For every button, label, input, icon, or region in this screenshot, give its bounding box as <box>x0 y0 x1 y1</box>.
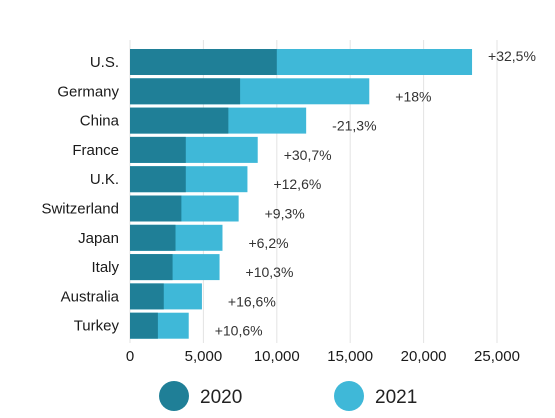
x-tick-label: 0 <box>126 348 134 365</box>
x-tick-label: 20,000 <box>401 348 447 365</box>
change-label: +32,5% <box>488 48 536 64</box>
category-label: U.S. <box>90 54 119 71</box>
change-labels: +32,5% +18% -21,3%+30,7% +12,6% +9,3% +6,2% +1… <box>215 48 536 339</box>
category-label: China <box>80 113 120 130</box>
category-label: Switzerland <box>41 201 119 218</box>
category-label: Germany <box>57 83 119 100</box>
x-tick-label: 15,000 <box>327 348 373 365</box>
bar-2020 <box>130 166 186 193</box>
bar-2020 <box>130 195 182 222</box>
x-tick-label: 25,000 <box>474 348 520 365</box>
change-label: +10,3% <box>246 264 294 280</box>
bar-2020 <box>130 49 277 75</box>
legend-label: 2021 <box>375 387 417 408</box>
bar-2020 <box>130 107 229 134</box>
category-label: U.K. <box>90 171 119 188</box>
x-axis-ticks: 0 5,000 10,000 15,000 20,000 25,000 <box>126 348 520 365</box>
legend: 2020 2021 <box>159 381 417 411</box>
legend-swatch <box>159 381 189 411</box>
change-label: +18% <box>395 88 431 104</box>
bar-2020 <box>130 283 164 310</box>
bar-2020 <box>130 312 158 339</box>
change-label: +10,6% <box>215 323 263 339</box>
change-label: +6,2% <box>248 235 288 251</box>
category-label: Turkey <box>74 318 120 335</box>
category-label: Japan <box>78 230 119 247</box>
bar-2020 <box>130 224 176 251</box>
legend-label: 2020 <box>200 387 242 408</box>
change-label: +16,6% <box>228 293 276 309</box>
x-tick-label: 10,000 <box>254 348 300 365</box>
category-label: France <box>72 142 119 159</box>
legend-swatch <box>334 381 364 411</box>
change-label: +30,7% <box>284 147 332 163</box>
bar-2020 <box>130 254 173 281</box>
category-label: Italy <box>91 259 119 276</box>
change-label: +12,6% <box>273 176 321 192</box>
change-label: +9,3% <box>265 206 305 222</box>
change-label: -21,3% <box>332 118 376 134</box>
x-tick-label: 5,000 <box>185 348 223 365</box>
bar-2020 <box>130 78 241 105</box>
category-label: Australia <box>61 288 120 305</box>
bars <box>130 49 473 339</box>
bar-2020 <box>130 136 186 163</box>
category-labels: U.S. Germany China France U.K. Switzerland Jap… <box>41 54 119 335</box>
